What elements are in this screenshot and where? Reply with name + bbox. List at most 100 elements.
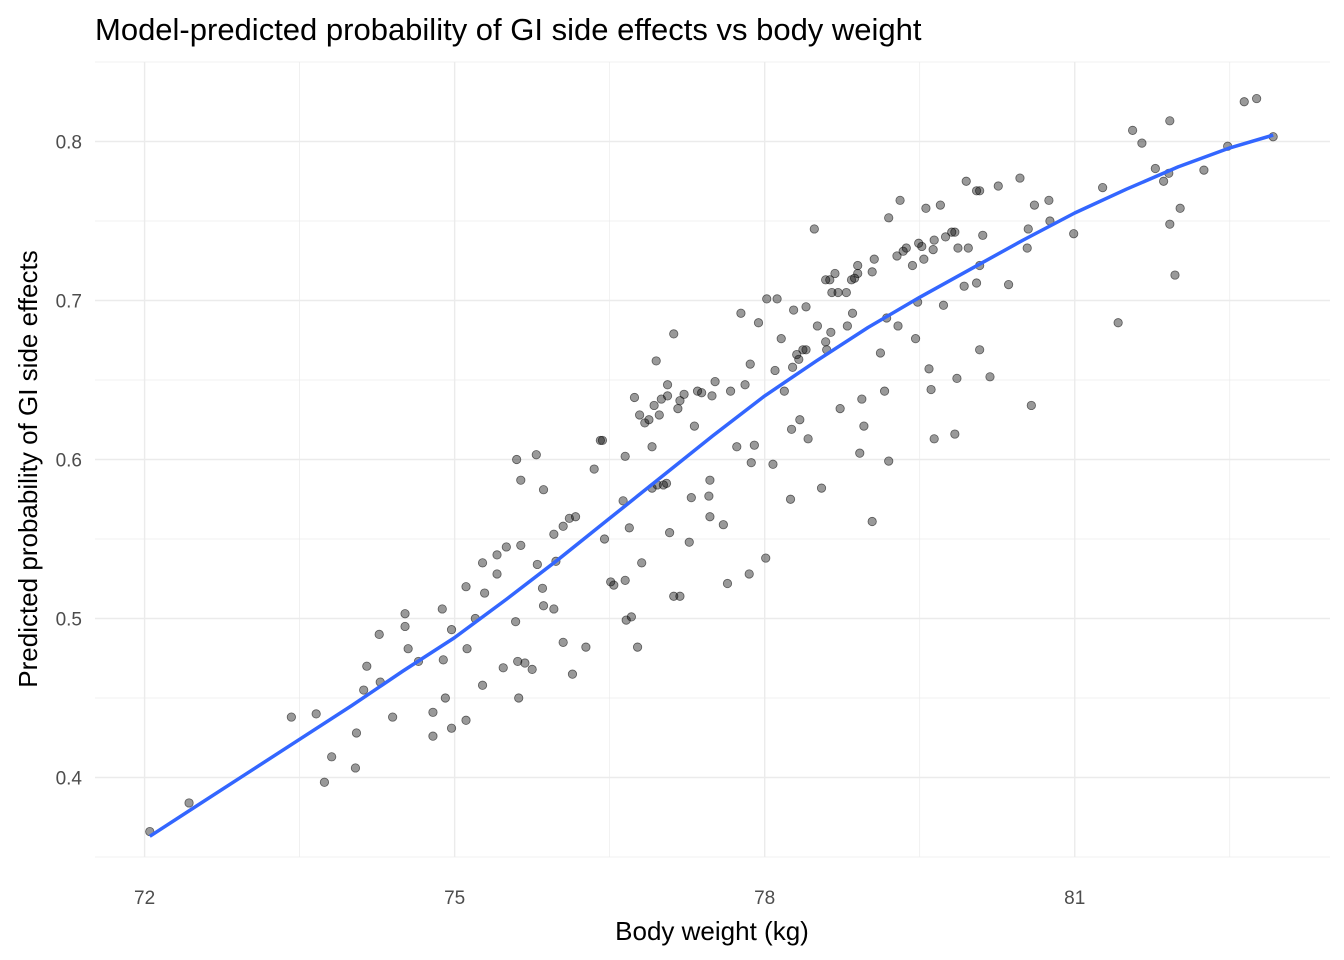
data-point [919,254,929,264]
data-point [581,642,591,652]
data-point [869,254,879,264]
data-point [686,493,696,503]
y-tick-label: 0.4 [56,769,83,790]
data-point [704,491,714,501]
data-point [847,308,858,318]
data-point [654,410,664,420]
data-point [1098,183,1108,193]
data-point [710,376,720,387]
data-point [477,680,488,690]
data-point [921,203,931,213]
data-point [558,521,568,531]
data-point [853,268,863,279]
data-point [446,723,457,733]
data-point [1150,163,1160,174]
data-point [825,275,835,285]
data-point [867,516,877,527]
data-point [801,302,811,312]
data-point [549,529,559,539]
data-point [675,591,685,601]
data-point [609,580,619,590]
x-tick-label: 81 [1064,888,1085,909]
points-layer [145,93,1278,837]
data-point [400,609,410,619]
data-point [669,591,679,601]
y-tick-label: 0.5 [56,610,82,631]
data-point [1165,219,1175,229]
data-point [400,621,410,632]
data-point [286,712,296,722]
data-point [662,380,673,390]
data-point [531,450,541,460]
data-point [567,669,578,679]
data-point [520,658,530,668]
data-point [1029,200,1040,210]
data-point [978,230,988,240]
data-point [761,553,771,563]
data-point [684,537,694,547]
data-point [492,569,502,579]
data-point [620,451,630,461]
data-point [770,365,780,376]
data-point [661,478,672,488]
data-point [1159,176,1169,186]
data-point [947,227,957,237]
data-point [1026,400,1036,411]
grid [95,61,1330,858]
data-point [388,712,398,722]
data-point [884,456,894,466]
data-point [740,380,750,390]
data-point [794,354,804,364]
data-point [875,348,886,358]
data-point [461,582,471,592]
data-point [718,520,728,530]
data-point [626,612,636,622]
data-point [795,415,805,425]
data-point [1170,270,1180,280]
data-point [768,459,778,469]
data-point [779,386,789,396]
data-point [928,245,938,255]
data-point [935,200,945,210]
data-point [789,305,799,315]
data-point [513,656,523,667]
y-tick-label: 0.7 [56,292,82,313]
data-point [1252,93,1262,104]
data-point [722,578,733,589]
data-point [901,243,911,253]
data-point [679,389,689,399]
data-point [867,267,877,277]
data-point [924,364,934,374]
data-point [462,644,472,654]
data-point [705,475,715,485]
data-point [624,523,634,533]
data-point [879,386,890,396]
data-point [1128,125,1138,135]
data-point [428,707,438,717]
data-point [938,300,949,310]
data-point [673,404,683,414]
data-point [480,588,490,598]
data-point [842,321,852,331]
data-point [689,421,700,431]
data-point [950,227,960,237]
data-point [665,528,675,538]
data-point [651,356,661,366]
data-point [812,321,822,331]
data-point [835,404,845,414]
data-point [787,362,798,372]
data-point [785,494,796,504]
data-point [501,542,511,552]
tick-labels: 72 75 78 81 0.4 0.5 0.6 0.7 0.8 [56,133,1086,910]
data-point [374,629,384,640]
data-point [857,394,867,404]
data-point [532,559,542,570]
data-point [705,512,715,522]
data-point [403,644,413,654]
data-point [649,400,659,411]
data-point [697,388,707,398]
y-tick-label: 0.8 [56,133,82,154]
data-point [537,583,548,593]
data-point [929,434,939,444]
